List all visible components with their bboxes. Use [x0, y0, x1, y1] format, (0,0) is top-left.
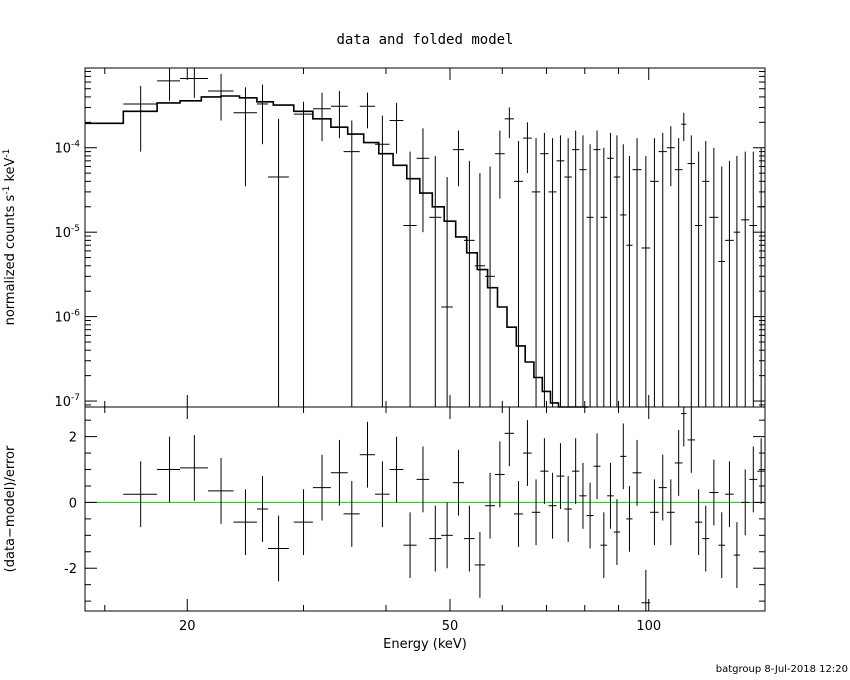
- lower-y-axis-label: (data−model)/error: [3, 445, 18, 572]
- lower-frame: [84, 406, 766, 612]
- model-step-line: [85, 95, 589, 408]
- x-tick-label: 50: [442, 619, 459, 634]
- residual-points: [123, 407, 765, 611]
- y-tick-label: 10-4: [54, 140, 80, 157]
- x-tick-label: 100: [636, 619, 661, 634]
- x-axis-label: Energy (keV): [383, 637, 467, 652]
- x-tick-label: 20: [179, 619, 196, 634]
- y-tick-label: -2: [64, 562, 77, 577]
- chart-title: data and folded model: [336, 32, 513, 48]
- upper-y-axis-label: normalized counts s-1 keV-1: [2, 149, 18, 326]
- footer-stamp: batgroup 8-Jul-2018 12:20: [716, 664, 848, 675]
- y-tick-label: 10-6: [54, 309, 80, 326]
- y-tick-label: 10-5: [54, 224, 80, 241]
- lower-x-ticks: 20 50 100: [104, 407, 661, 634]
- y-tick-label: 2: [69, 431, 77, 446]
- lower-panel: 20-2 20 50 100 (data−model)/error: [3, 406, 766, 634]
- model-step-path: [85, 95, 589, 408]
- y-tick-label: 10-7: [54, 393, 80, 410]
- upper-x-ticks: [104, 68, 650, 407]
- upper-panel: 10-4 10-5 10-6 10-7 normalized counts s-1 k…: [2, 67, 766, 410]
- y-tick-label: 0: [69, 496, 77, 511]
- lower-y-ticks: 2 0 -2: [64, 419, 765, 602]
- data-points: [123, 68, 765, 407]
